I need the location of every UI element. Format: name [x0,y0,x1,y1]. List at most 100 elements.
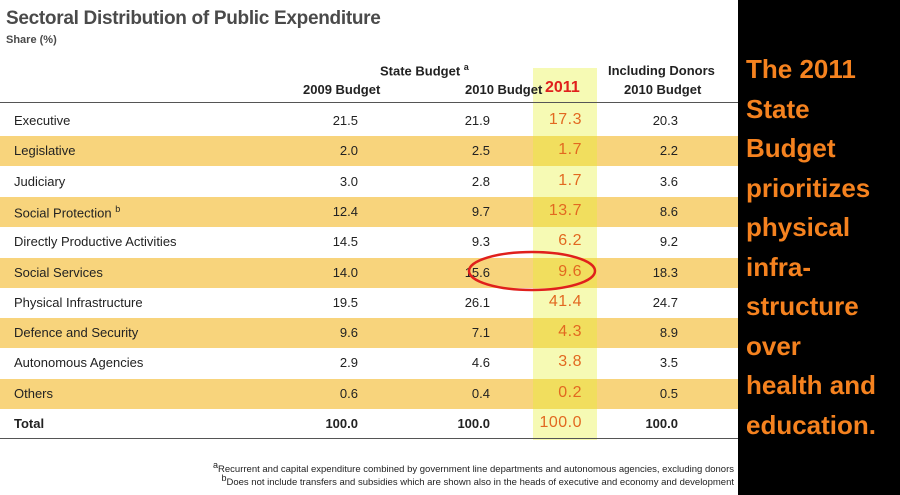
cell-value: 14.5 [332,234,358,250]
cell-value: 4.6 [471,355,490,371]
cell-value: 20.3 [652,113,678,128]
row-label-text: Total [14,416,45,431]
row-label: Defence and Security [14,325,138,340]
table-row: Total 100.0 100.0 100.0 100.0 [0,409,738,439]
cell-value: 0.2 [558,383,582,401]
row-label: Judiciary [14,174,65,189]
group-header-text: State Budget [380,63,461,79]
table-row: Others 0.6 0.4 0.2 0.5 [0,378,738,409]
row-label: Social Protection b [14,204,120,220]
cell-value: 1.7 [558,141,582,159]
column-header: 2009 Budget [303,82,381,97]
cell-value: 100.0 [457,416,490,431]
footnote: aRecurrent and capital expenditure combi… [213,460,734,475]
side-panel: The 2011 State Budget prioritizes physical in… [738,0,900,495]
cell-value: 3.8 [558,353,582,371]
cell-value: 26.1 [464,294,490,310]
column-header: 2011 [545,79,580,96]
row-label: Legislative [14,143,75,158]
circle-annotation [467,250,597,292]
row-label-text: Social Protection [14,205,112,221]
table-row: Legislative 2.0 2.5 1.7 2.2 [0,136,738,167]
side-text-line: State [746,93,810,124]
cell-value: 3.0 [339,173,358,189]
group-header: State Budget a [380,62,469,78]
cell-value: 2.0 [339,143,358,159]
cell-value: 6.2 [558,232,582,250]
row-label: Directly Productive Activities [14,234,177,249]
subtitle: Share (%) [6,34,57,46]
cell-value: 8.9 [659,325,678,341]
cell-value: 41.4 [548,292,582,310]
row-label-text: Directly Productive Activities [14,234,177,250]
side-text-line: education. [746,409,877,440]
footnote: bDoes not include transfers and subsidie… [221,473,734,488]
side-text-line: physical [746,212,851,242]
row-label-text: Others [14,385,54,401]
cell-value: 12.4 [332,203,358,219]
side-text-line: Budget [746,133,836,163]
cell-value: 9.6 [339,325,358,341]
cell-value: 9.2 [659,234,678,250]
table-row: Autonomous Agencies 2.9 4.6 3.8 3.5 [0,348,738,378]
cell-value: 100.0 [539,414,582,431]
side-text-line: over [746,330,801,361]
row-label: Autonomous Agencies [14,355,143,370]
row-label-text: Executive [14,113,71,128]
table-row: Judiciary 3.0 2.8 1.7 3.6 [0,167,738,197]
cell-value: 0.6 [339,385,358,401]
cell-value: 3.5 [659,355,678,371]
row-label: Physical Infrastructure [14,295,143,310]
cell-value: 0.4 [471,385,490,401]
cell-value: 2.5 [471,143,490,159]
row-label-text: Physical Infrastructure [14,294,143,310]
cell-value: 1.7 [558,171,582,189]
column-header: 2010 Budget [624,82,702,97]
row-label: Executive [14,113,70,128]
cell-value: 9.3 [471,234,490,250]
cell-value: 8.6 [659,203,678,219]
title: Sectoral Distribution of Public Expendit… [6,8,381,29]
side-text-line: structure [746,291,859,321]
rule [0,102,738,103]
row-label-text: Autonomous Agencies [14,355,144,371]
cell-value: 100.0 [325,416,358,431]
side-text-line: prioritizes [746,172,871,203]
footnote-text: Recurrent and capital expenditure combin… [218,464,734,476]
table-row: Executive 21.5 21.9 17.3 20.3 [0,106,738,136]
cell-value: 9.6 [558,262,582,280]
cell-value: 14.0 [332,264,358,280]
cell-value: 0.5 [659,385,678,401]
cell-value: 24.7 [652,294,678,310]
table-row: Defence and Security 9.6 7.1 4.3 8.9 [0,318,738,349]
table-row: Directly Productive Activities 14.5 9.3 6.2… [0,227,738,257]
cell-value: 7.1 [471,325,490,341]
cell-value: 17.3 [548,111,582,128]
column-header: 2010 Budget [465,82,543,97]
row-label-text: Social Services [14,264,103,280]
cell-value: 21.5 [332,113,358,128]
cell-value: 13.7 [548,201,582,219]
cell-value: 2.2 [659,143,678,159]
cell-value: 18.3 [652,264,678,280]
cell-value: 3.6 [659,173,678,189]
side-text-line: infra- [746,251,811,282]
cell-value: 19.5 [332,294,358,310]
note-marker: a [213,460,219,470]
row-label: Others [14,386,53,401]
cell-value: 100.0 [645,416,678,431]
row-label-text: Legislative [14,143,76,159]
row-label-text: Judiciary [14,173,66,189]
rule [0,438,738,439]
cell-value: 21.9 [464,113,490,128]
table-row: Social Services 14.0 15.6 9.6 18.3 [0,257,738,288]
note-marker: b [115,203,121,214]
footnote-text: Does not include transfers and subsidies… [226,477,734,489]
note-marker: a [463,62,469,72]
table-row: Social Protection b 12.4 9.7 13.7 8.6 [0,196,738,227]
row-label: Social Services [14,265,103,280]
group-header: Including Donors [608,63,715,78]
cell-value: 2.8 [471,173,490,189]
cell-value: 2.9 [339,355,358,371]
